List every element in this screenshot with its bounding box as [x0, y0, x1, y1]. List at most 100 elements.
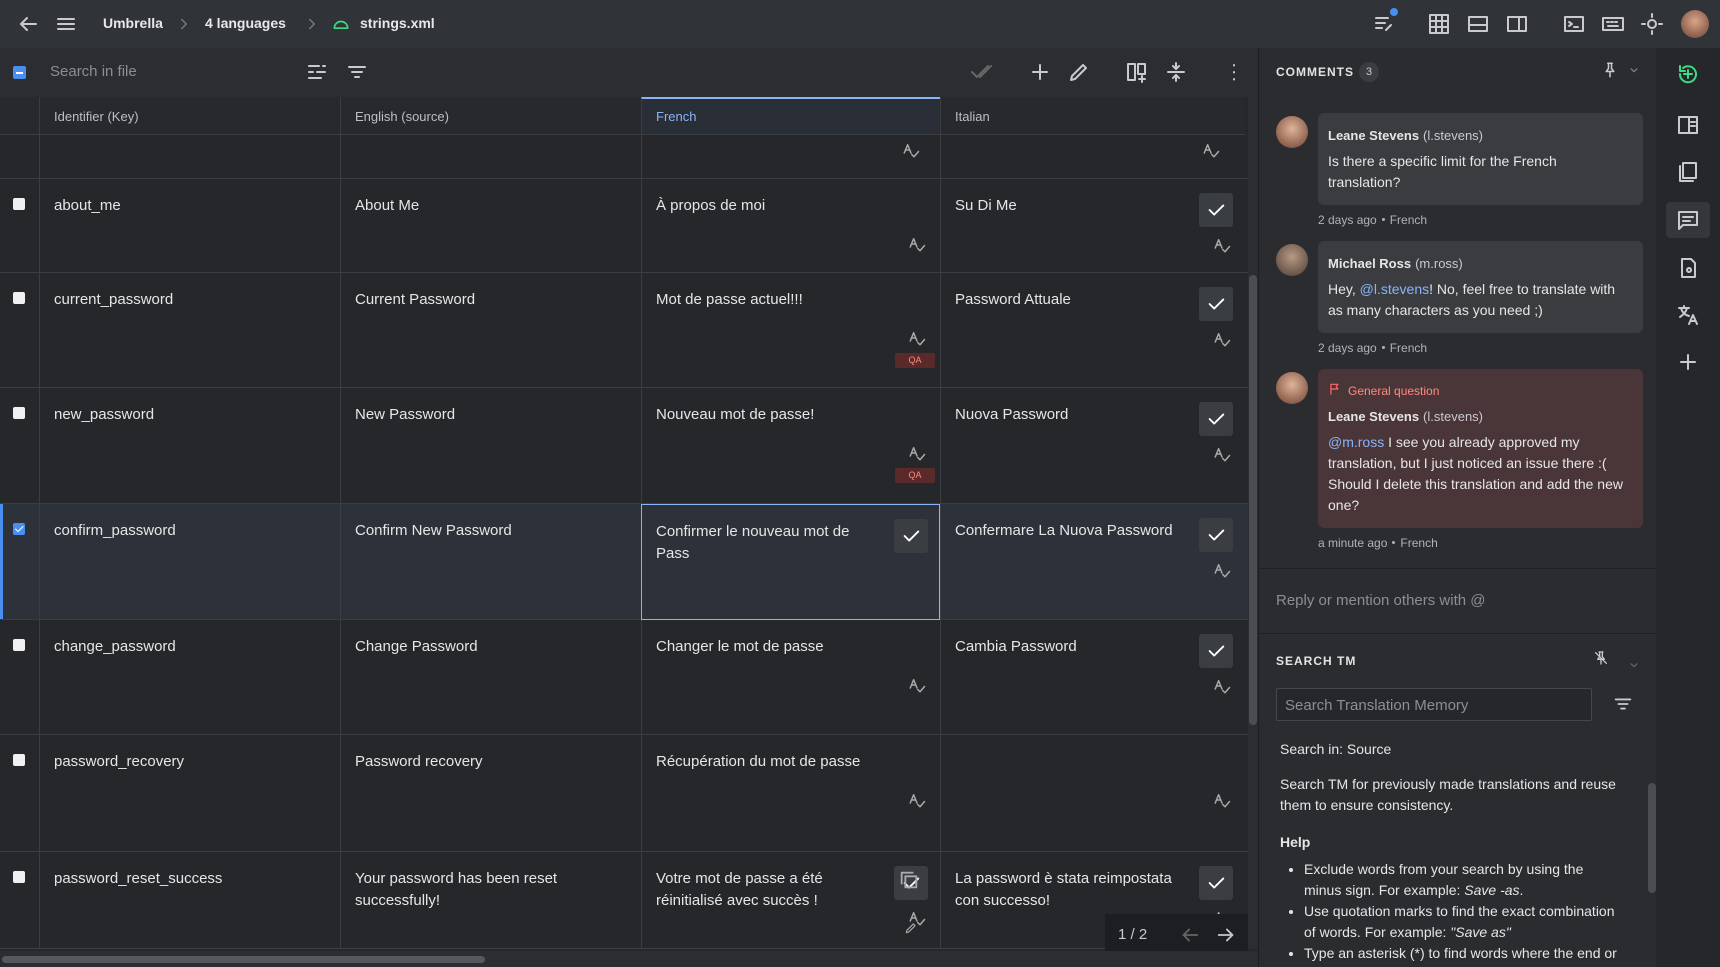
filter-icon[interactable]: [1612, 693, 1634, 715]
qa-badge[interactable]: QA: [895, 468, 935, 483]
toolbar-icon[interactable]: [970, 60, 994, 84]
row-checkbox[interactable]: [13, 407, 25, 419]
row[interactable]: current_password Current Password Mot de p…: [0, 273, 1248, 388]
row[interactable]: about_me About Me À propos de moi Su Di Me: [0, 179, 1248, 273]
reply-input[interactable]: Reply or mention others with @: [1276, 592, 1486, 609]
toolbar-icon[interactable]: [1427, 12, 1451, 36]
toolbar-icon[interactable]: [1640, 12, 1664, 36]
spellcheck-icon[interactable]: [902, 141, 920, 159]
spellcheck-icon[interactable]: [1213, 330, 1231, 348]
spellcheck-icon[interactable]: [908, 444, 926, 462]
row[interactable]: new_password New Password Nouveau mot de p…: [0, 388, 1248, 504]
cell[interactable]: Password Attuale: [940, 273, 1245, 388]
rail-icon[interactable]: [1676, 350, 1700, 374]
column-header[interactable]: English (source): [340, 97, 641, 135]
column-header[interactable]: Italian: [940, 97, 1245, 135]
cell[interactable]: La password è stata reimpostata con succ…: [940, 852, 1245, 949]
row[interactable]: password_recovery Password recovery Récupé…: [0, 735, 1248, 852]
rail-icon[interactable]: [1676, 256, 1700, 280]
spellcheck-icon[interactable]: [908, 791, 926, 809]
approve-button[interactable]: [1199, 866, 1233, 900]
row-checkbox[interactable]: [13, 639, 25, 651]
cell[interactable]: Cambia Password: [940, 620, 1245, 735]
back-button[interactable]: [16, 12, 40, 36]
approve-button[interactable]: [1199, 634, 1233, 668]
row-checkbox[interactable]: [13, 871, 25, 883]
cell[interactable]: Votre mot de passe a été réinitialisé av…: [641, 852, 940, 949]
toolbar-icon[interactable]: [345, 60, 369, 84]
row[interactable]: change_password Change Password Changer le…: [0, 620, 1248, 735]
cell[interactable]: Nuova Password: [940, 388, 1245, 504]
next-page[interactable]: [1215, 924, 1237, 946]
rail-icon[interactable]: [1676, 62, 1700, 86]
rail-icon[interactable]: [1676, 160, 1700, 184]
spellcheck-icon[interactable]: [1213, 445, 1231, 463]
approve-button[interactable]: [894, 519, 928, 553]
toolbar-icon[interactable]: [305, 60, 329, 84]
toolbar-icon[interactable]: [1601, 12, 1625, 36]
approve-button[interactable]: [1199, 287, 1233, 321]
spellcheck-icon[interactable]: [908, 235, 926, 253]
rail-icon[interactable]: [1676, 208, 1700, 232]
spellcheck-icon[interactable]: [1202, 141, 1220, 159]
toolbar-icon[interactable]: [1372, 12, 1396, 36]
vertical-scrollbar-thumb[interactable]: [1249, 275, 1257, 725]
approve-button[interactable]: [1199, 402, 1233, 436]
cell[interactable]: Confermare La Nuova Password: [940, 504, 1245, 620]
breadcrumb[interactable]: Umbrella: [103, 15, 163, 31]
toolbar-icon[interactable]: [1067, 60, 1091, 84]
toolbar-icon[interactable]: [1028, 60, 1052, 84]
cell[interactable]: Nouveau mot de passe! QA: [641, 388, 940, 504]
row-checkbox[interactable]: [13, 198, 25, 210]
toolbar-icon[interactable]: [1164, 60, 1188, 84]
toolbar-icon[interactable]: [1562, 12, 1586, 36]
cell[interactable]: Changer le mot de passe: [641, 620, 940, 735]
row[interactable]: confirm_password Confirm New Password Conf…: [0, 504, 1248, 620]
search-tm-input[interactable]: Search Translation Memory: [1276, 688, 1592, 721]
breadcrumb[interactable]: strings.xml: [360, 15, 435, 31]
row-checkbox[interactable]: [13, 523, 25, 535]
cell[interactable]: Confirmer le nouveau mot de Pass: [641, 504, 940, 620]
toolbar-icon[interactable]: [1222, 60, 1246, 84]
qa-badge[interactable]: QA: [895, 353, 935, 368]
tm-scrollbar-thumb[interactable]: [1648, 783, 1656, 893]
cell[interactable]: Mot de passe actuel!!! QA: [641, 273, 940, 388]
rail-icon[interactable]: [1676, 303, 1700, 327]
spellcheck-icon[interactable]: [1213, 236, 1231, 254]
column-header[interactable]: French: [641, 97, 940, 135]
collapse-icon[interactable]: [1627, 658, 1641, 672]
row-checkbox[interactable]: [13, 754, 25, 766]
toolbar-icon[interactable]: [1125, 60, 1149, 84]
collapse-icon[interactable]: [1627, 63, 1641, 77]
spellcheck-icon[interactable]: [908, 909, 926, 927]
mention[interactable]: @l.stevens: [1359, 281, 1430, 297]
user-avatar[interactable]: [1681, 10, 1709, 38]
spellcheck-icon[interactable]: [1213, 791, 1231, 809]
horizontal-scrollbar-thumb[interactable]: [2, 956, 485, 963]
copy-source-icon[interactable]: [898, 869, 920, 891]
pin-off-icon[interactable]: [1593, 650, 1609, 666]
column-header[interactable]: Identifier (Key): [39, 97, 340, 135]
cell[interactable]: Récupération du mot de passe: [641, 735, 940, 852]
spellcheck-icon[interactable]: [908, 329, 926, 347]
prev-page[interactable]: [1179, 924, 1201, 946]
search-in-file[interactable]: Search in file: [50, 63, 137, 80]
mention[interactable]: @m.ross: [1328, 434, 1385, 450]
approve-button[interactable]: [1199, 518, 1233, 552]
rail-icon[interactable]: [1676, 113, 1700, 137]
spellcheck-icon[interactable]: [1213, 677, 1231, 695]
pin-icon[interactable]: [1601, 61, 1619, 79]
cell[interactable]: À propos de moi: [641, 179, 940, 273]
toolbar-icon[interactable]: [1466, 12, 1490, 36]
breadcrumb[interactable]: 4 languages: [205, 15, 286, 31]
spellcheck-icon[interactable]: [1213, 561, 1231, 579]
row[interactable]: password_reset_success Your password has …: [0, 852, 1248, 949]
cell[interactable]: Su Di Me: [940, 179, 1245, 273]
toolbar-icon[interactable]: [1505, 12, 1529, 36]
edit-icon[interactable]: [904, 921, 918, 935]
cell[interactable]: [940, 735, 1245, 852]
approve-button[interactable]: [1199, 193, 1233, 227]
spellcheck-icon[interactable]: [908, 676, 926, 694]
row-checkbox[interactable]: [13, 292, 25, 304]
menu-button[interactable]: [54, 12, 78, 36]
